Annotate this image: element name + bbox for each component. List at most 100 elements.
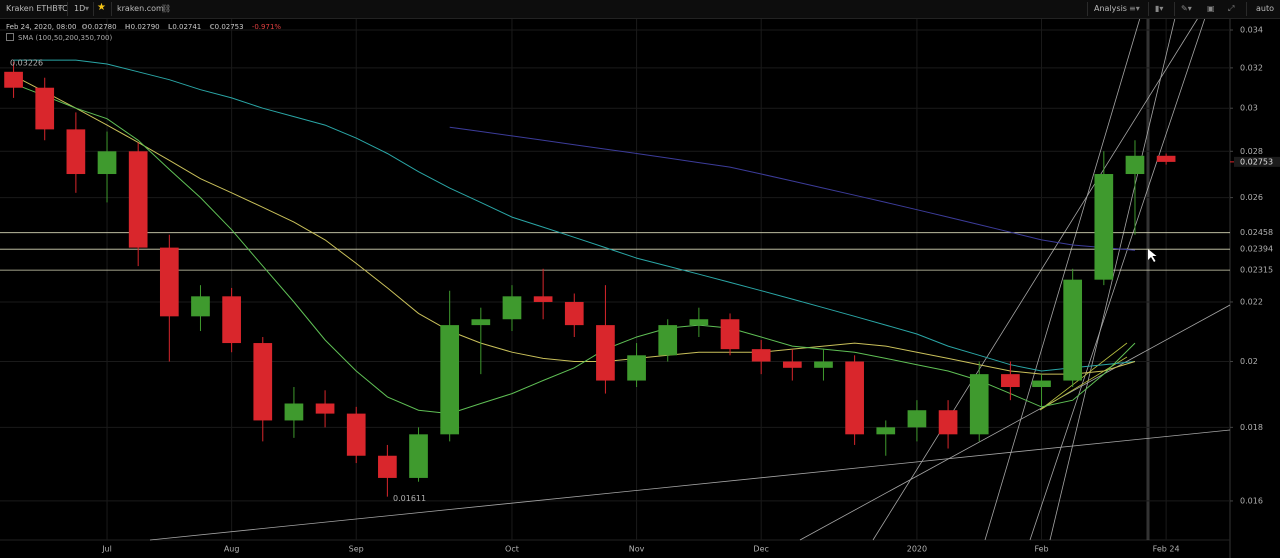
horizontal-line-label: 0.02315 [1240,266,1273,275]
exchange-link[interactable]: kraken.com [117,4,164,13]
dropdown-arrow: ▾ [85,4,90,13]
separator [1246,2,1247,16]
y-tick-label: 0.034 [1240,26,1263,35]
change-percent: -0.971% [251,23,282,31]
y-tick-label: 0.028 [1240,147,1263,156]
candle-body [1125,155,1145,175]
candle-body [222,296,241,344]
candle-body [66,129,86,175]
y-tick-label: 0.026 [1240,193,1263,202]
candle-body [315,403,335,414]
candle-body [128,151,148,248]
interval-selector[interactable]: 1D [74,4,86,13]
last-price-label: 0.02753 [1240,157,1273,166]
candle-body [751,349,771,362]
x-tick-label: Sep [349,545,364,554]
x-tick-label: Feb [1034,545,1048,554]
candle-body [159,247,179,317]
close-key: C [209,23,215,31]
candle-body [720,319,740,350]
separator [111,2,112,16]
high-text: 0.02790 [130,23,160,31]
candle-body [284,403,304,421]
candle-body [782,361,802,368]
candle-body [471,319,491,326]
min-label: 0.01611 [393,494,426,503]
x-tick-label: Nov [629,545,645,554]
open-value: O0.02780 [82,23,120,31]
low-value: L0.02741 [168,23,204,31]
link-icon[interactable]: ⛓ [161,4,172,13]
symbol-selector[interactable]: Kraken ETHBTC [6,4,68,13]
y-tick-label: 0.022 [1240,297,1263,306]
candle-body [440,325,460,435]
y-tick-label: 0.016 [1240,496,1263,505]
indicator-legend: SMA (100,50,200,350,700) [6,33,112,42]
candle-body [1156,155,1176,162]
bar-date: Feb 24, 2020, 08:00 [6,23,77,31]
dropdown-arrow: ▾ [58,4,63,13]
sma-line [13,83,1136,415]
candle-body [658,325,678,356]
candle-body [969,374,989,435]
horizontal-line-label: 0.02394 [1240,245,1273,254]
trend-line [799,304,1231,541]
channel-line [1039,342,1128,411]
candle-body [409,434,428,478]
last-price-box [1234,156,1280,167]
open-key: O [81,23,88,31]
candle-body [876,427,896,435]
trend-line [984,17,1141,541]
candle-body [4,71,23,88]
sma-line [13,75,1136,375]
candle-body [689,319,709,326]
trend-line [149,429,1231,541]
candle-body [253,343,273,421]
candle-body [502,296,522,320]
close-text: 0.02753 [214,23,244,31]
draw-button[interactable]: ✎▾ [1181,4,1192,13]
close-value: C0.02753 [210,23,247,31]
max-label: 0.03226 [10,58,43,67]
candle-body [1001,374,1020,388]
candle-body [596,325,615,381]
low-text: 0.02741 [172,23,202,31]
trend-line [872,17,1199,541]
indicator-label: SMA (100,50,200,350,700) [18,34,113,42]
candle-body [533,296,553,302]
sma-line [449,126,1136,251]
separator [67,2,68,16]
y-tick-label: 0.018 [1240,423,1263,432]
scale-mode[interactable]: auto [1256,4,1275,13]
plot-area [0,18,1230,540]
x-tick-label: Feb 24 [1153,545,1180,554]
open-text: 0.02780 [87,23,117,31]
separator [93,2,94,16]
high-key: H [124,23,131,31]
candle-body [1094,174,1114,280]
separator [1174,2,1175,16]
candle-body [1032,380,1051,388]
toolbar: Kraken ETHBTC ▾ 1D ▾ ★ kraken.com ⛓ Anal… [0,0,1280,19]
candle-body [814,361,833,368]
analysis-menu[interactable]: Analysis [1094,4,1127,13]
candle-body [97,151,117,175]
candle-body [35,87,55,130]
indicator-toggle[interactable] [6,33,14,41]
candle-body [191,296,210,317]
separator [1148,2,1149,16]
candle-body [564,301,584,326]
chart-type-button[interactable]: ▮▾ [1155,4,1164,13]
grid [0,18,1230,540]
fullscreen-button[interactable]: ⤢ [1228,4,1235,13]
candle-body [378,455,397,478]
favorite-star[interactable]: ★ [97,2,106,13]
ohlc-header: Feb 24, 2020, 08:00 O0.02780 H0.02790 L0… [6,23,284,31]
x-tick-label: Dec [753,545,768,554]
candle-body [1063,279,1083,381]
y-tick-label: 0.02 [1240,357,1258,366]
high-value: H0.02790 [125,23,163,31]
save-button[interactable]: ▣ [1207,4,1215,13]
